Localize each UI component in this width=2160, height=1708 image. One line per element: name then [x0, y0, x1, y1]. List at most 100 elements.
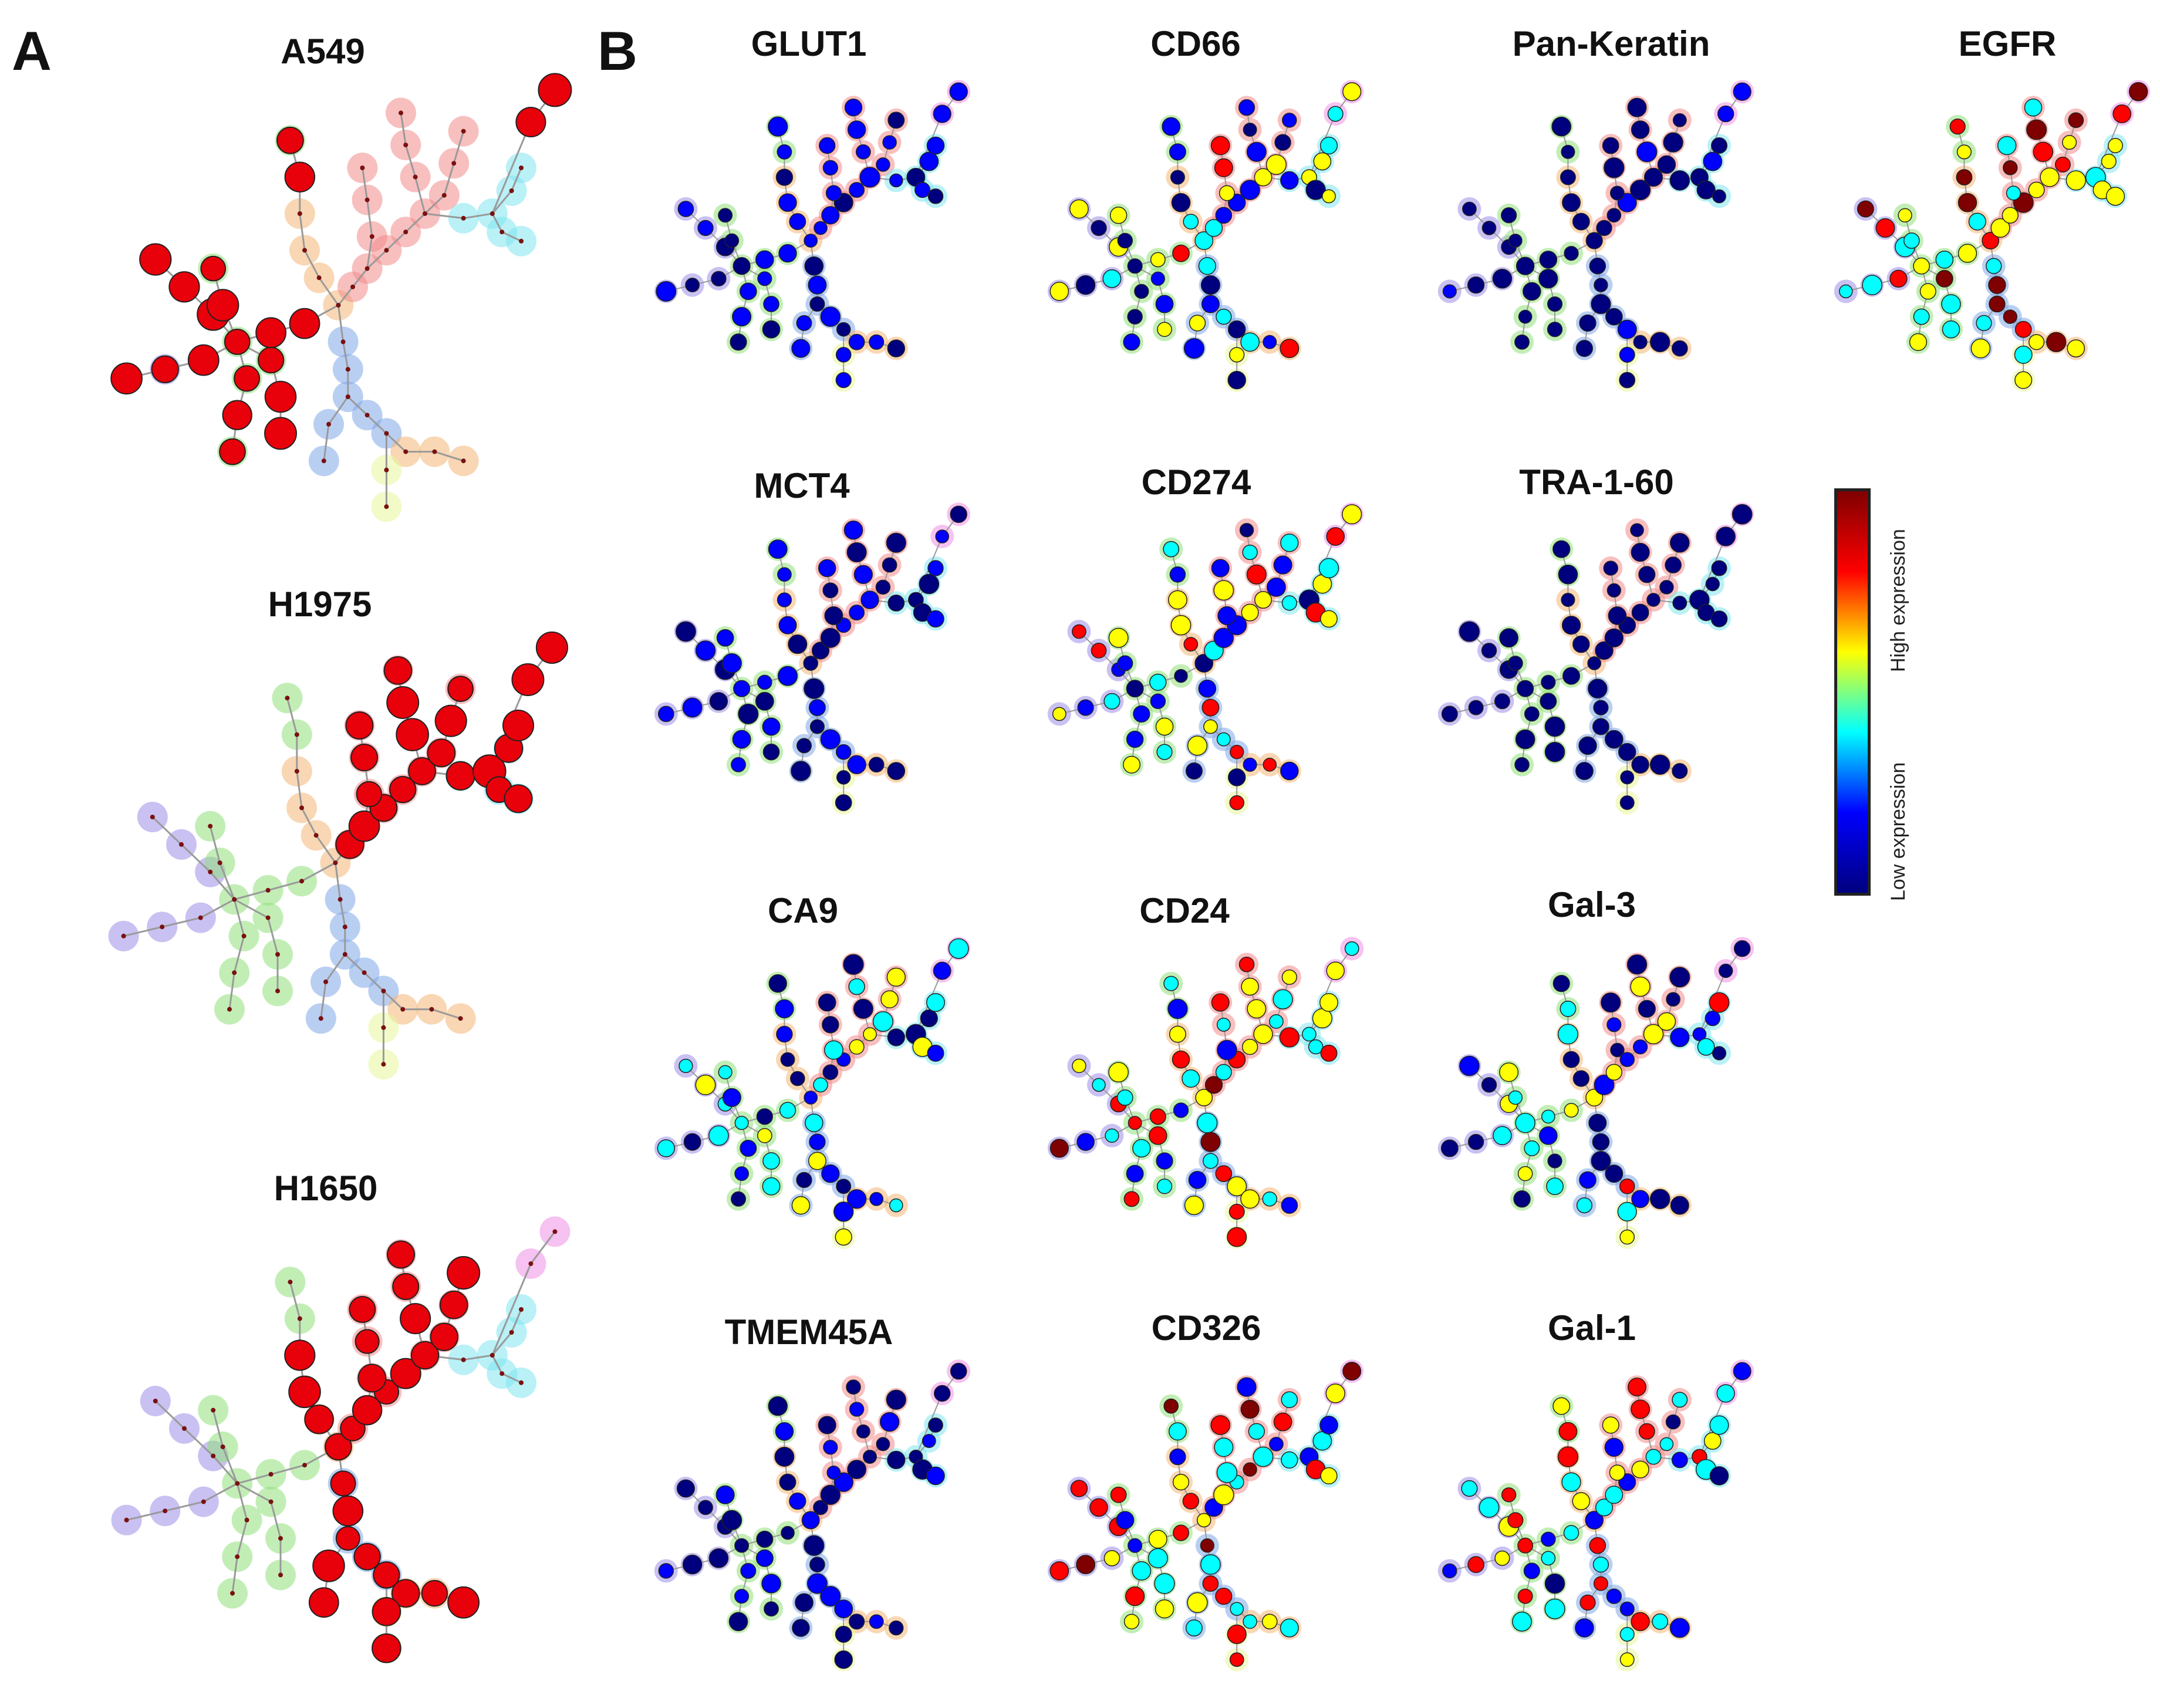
tree-node	[139, 243, 172, 276]
tree-node	[762, 320, 781, 339]
tree-node	[1672, 763, 1688, 779]
tree-node	[2014, 371, 2033, 389]
tree-node	[730, 333, 747, 351]
tree-node	[1659, 1437, 1674, 1452]
tree-node	[718, 1065, 733, 1079]
tree-node	[1163, 975, 1179, 991]
tree-node	[757, 674, 772, 690]
tree-node	[1562, 1051, 1580, 1068]
tree-node	[1935, 269, 1953, 288]
tree-edge	[234, 889, 268, 900]
tree-node	[1122, 755, 1141, 774]
tree-edge	[318, 277, 339, 306]
tree-node	[1732, 504, 1753, 525]
tree-node	[326, 421, 331, 427]
tree-node	[1941, 294, 1961, 314]
tree-node	[2112, 104, 2132, 123]
tree-node	[1156, 1179, 1173, 1194]
tree-node	[1515, 1112, 1535, 1133]
tree-node	[509, 188, 514, 193]
tree-node	[1501, 1487, 1517, 1503]
tree-node	[1157, 322, 1172, 337]
tree-node	[722, 1088, 741, 1108]
tree-edge	[338, 286, 354, 306]
tree-node	[1949, 118, 1966, 135]
tree-node	[2062, 135, 2077, 150]
tree-node	[1631, 603, 1649, 622]
tree-node	[1697, 1038, 1715, 1056]
tree-node	[1636, 141, 1658, 163]
tree-edge	[511, 167, 522, 191]
tree-node	[509, 1330, 514, 1335]
tree-node	[721, 1510, 743, 1531]
tree-edge	[228, 973, 235, 1010]
tree-node	[1440, 1139, 1459, 1157]
tree-node	[1989, 295, 2006, 313]
tree-node	[1342, 82, 1362, 102]
tree-edge	[424, 212, 464, 220]
tree-node	[1547, 1153, 1562, 1169]
tree-node	[1631, 755, 1649, 774]
tree-node	[1602, 1416, 1619, 1434]
tree-node	[244, 1517, 249, 1523]
tree-node	[791, 1196, 811, 1215]
tree-edge	[154, 1400, 185, 1429]
tree-edge	[366, 414, 387, 434]
tree-node	[335, 1525, 360, 1551]
tree-node	[1467, 1133, 1484, 1150]
tree-node	[1499, 1062, 1519, 1082]
tree-node	[843, 954, 864, 975]
tree-node	[390, 1358, 421, 1389]
tree-node	[1263, 757, 1277, 772]
tree-node	[1958, 193, 1977, 212]
tree-node	[1588, 679, 1608, 698]
tree-node	[721, 653, 742, 674]
tree-node	[241, 933, 247, 939]
tree-node	[511, 663, 545, 696]
tree-node	[179, 842, 184, 847]
tree-node	[1481, 221, 1497, 235]
tree-node	[950, 1362, 967, 1380]
tree-node	[1200, 1554, 1221, 1575]
tree-node	[1643, 1024, 1664, 1045]
tree-node	[849, 182, 865, 198]
tree-node	[822, 1016, 839, 1034]
tree-node	[1592, 718, 1609, 735]
tree-node	[1619, 372, 1636, 389]
tree-node	[1229, 744, 1244, 760]
tree-node	[1319, 136, 1338, 155]
tree-node	[835, 744, 852, 760]
tree-node	[1669, 967, 1690, 988]
tree-node	[847, 1460, 867, 1480]
tree-edge	[236, 1520, 248, 1557]
colorbar-low-label: Low expression	[1887, 762, 1909, 901]
tree-node	[2014, 345, 2033, 364]
tree-node	[882, 557, 897, 573]
tree-node	[1913, 257, 1931, 275]
tree-node	[2105, 187, 2125, 206]
tree-node	[1187, 735, 1208, 756]
tree-node	[1645, 1449, 1662, 1465]
tree-node	[1585, 232, 1603, 249]
tree-node	[1541, 1109, 1555, 1124]
tree-node	[2040, 167, 2060, 187]
tree-node	[1507, 656, 1523, 671]
tree-node	[718, 208, 733, 223]
tree-node	[1240, 332, 1260, 352]
tree-node	[1607, 1017, 1622, 1032]
tree-node	[284, 1339, 316, 1371]
tree-node	[1524, 706, 1540, 722]
tree-node	[1539, 251, 1558, 269]
tree-node	[824, 1040, 843, 1060]
tree-node	[1313, 152, 1332, 171]
tree-node	[677, 201, 694, 217]
tree-mct4	[640, 502, 971, 822]
tree-node	[330, 1470, 356, 1497]
tree-node	[519, 1380, 524, 1385]
tree-node	[1524, 1140, 1540, 1156]
tree-node	[386, 686, 420, 719]
tree-node	[698, 1500, 713, 1515]
tree-node	[284, 161, 316, 193]
tree-node	[1213, 1484, 1234, 1506]
tree-node	[321, 458, 326, 464]
